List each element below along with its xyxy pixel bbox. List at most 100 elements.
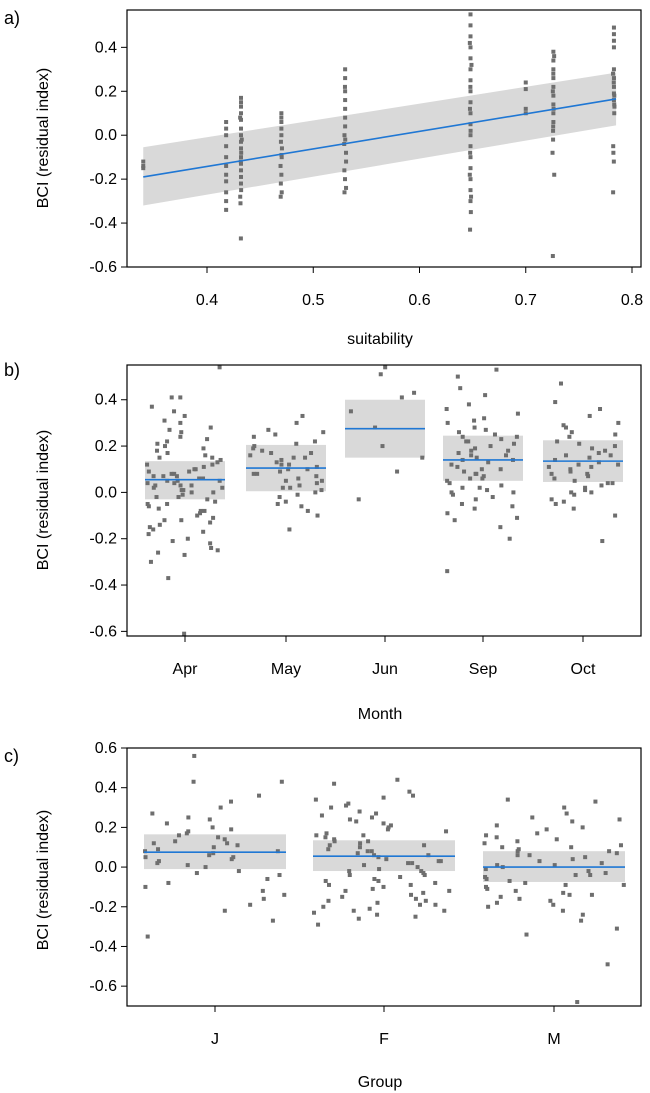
panel-c-data-point	[143, 884, 148, 889]
panel-a-data-point	[468, 210, 473, 215]
panel-a-data-point	[141, 166, 146, 171]
panel-b-data-point	[208, 541, 213, 546]
panel-a-data-point	[343, 137, 348, 142]
panel-b-y-tick-label: 0.2	[95, 438, 117, 455]
panel-b-data-point	[458, 386, 463, 391]
panel-a-data-point	[611, 71, 616, 76]
panel-c-data-point	[494, 835, 499, 840]
panel-a-data-point	[551, 124, 556, 129]
panel-c-data-point	[332, 839, 337, 844]
panel-a-data-point	[469, 194, 474, 199]
panel-a-data-point	[239, 139, 243, 144]
panel-c-data-point	[357, 809, 362, 814]
panel-c-data-point	[319, 813, 324, 818]
panel-c-data-point	[375, 900, 380, 905]
panel-c-data-point	[586, 869, 591, 874]
panel-c-data-point	[372, 853, 377, 858]
panel-c-x-axis-title: Group	[358, 1074, 403, 1091]
panel-a-data-point	[468, 89, 473, 94]
panel-b-data-point	[473, 446, 478, 451]
panel-b-data-point	[466, 439, 471, 444]
panel-a-data-point	[239, 100, 244, 105]
panel-c-data-point	[235, 843, 240, 848]
panel-c-data-point	[548, 898, 553, 903]
panel-b-data-point	[444, 407, 449, 412]
panel-a-data-point	[468, 45, 473, 50]
panel-c-data-point	[191, 779, 196, 784]
panel-a-data-point	[343, 67, 348, 72]
panel-b-data-point	[151, 474, 156, 479]
panel-a-data-point	[468, 199, 473, 204]
panel-b-data-point	[187, 469, 192, 474]
panel-a-data-point	[551, 128, 556, 133]
panel-a-data-point	[468, 111, 473, 116]
panel-c-data-point	[560, 908, 565, 913]
panel-c-data-point	[346, 801, 351, 806]
panel-b-data-point	[563, 425, 568, 430]
panel-c-data-point	[231, 855, 236, 860]
panel-c-data-point	[355, 851, 360, 856]
panel-a-data-point	[239, 95, 243, 100]
panel-c-data-point	[551, 902, 556, 907]
panel-c-data-point	[326, 898, 331, 903]
panel-a-data-point	[612, 104, 617, 109]
panel-b-data-point	[154, 495, 159, 500]
panel-a-x-tick-label: 0.8	[621, 292, 643, 309]
panel-c-data-point	[381, 821, 386, 826]
panel-b-data-point	[616, 420, 621, 425]
panel-b-data-point	[506, 448, 511, 453]
panel-c-data-point	[228, 799, 233, 804]
panel-b-data-point	[555, 439, 560, 444]
panel-c-data-point	[321, 904, 326, 909]
panel-b-data-point	[511, 441, 516, 446]
panel-b-data-point	[208, 425, 213, 430]
panel-b-data-point	[295, 492, 300, 497]
panel-b-data-point	[612, 444, 617, 449]
panel-b-data-point	[277, 495, 282, 500]
panel-c-data-point	[329, 805, 334, 810]
panel-b-data-point	[586, 474, 591, 479]
panel-a-data-point	[468, 122, 473, 127]
panel-b-data-point	[146, 504, 151, 509]
panel-c-data-point	[184, 831, 189, 836]
panel-a-x-axis-title: suitability	[347, 331, 413, 348]
panel-a-data-point	[239, 174, 243, 179]
panel-a-data-point	[468, 84, 473, 89]
panel-c-data-point	[358, 841, 363, 846]
panel-c-data-point	[515, 853, 520, 858]
panel-c-data-point	[275, 849, 280, 854]
panel-c-data-point	[411, 793, 416, 798]
panel-b-data-point	[613, 432, 618, 437]
panel-c-data-point	[579, 918, 584, 923]
panel-a-data-point	[278, 139, 283, 144]
panel-a-data-point	[343, 76, 348, 81]
panel-b-data-point	[572, 478, 577, 483]
panel-b-data-point	[162, 518, 167, 523]
panel-a-data-point	[468, 12, 473, 17]
panel-b-data-point	[490, 495, 495, 500]
panel-b-data-point	[321, 430, 326, 435]
panel-c-data-point	[422, 843, 427, 848]
panel-a-data-point	[611, 144, 616, 149]
panel-c-data-point	[605, 962, 610, 967]
panel-c-data-point	[570, 857, 575, 862]
panel-c-data-point	[327, 843, 332, 848]
panel-b-data-point	[220, 485, 225, 490]
panel-a-y-tick-label: 0.0	[95, 127, 117, 144]
panel-a-plot-frame	[126, 9, 642, 268]
panel-c-data-point	[485, 886, 490, 891]
panel-b-data-point	[279, 457, 284, 462]
panel-c-data-point	[369, 849, 374, 854]
panel-b-data-point	[558, 381, 563, 386]
panel-b-data-point	[151, 527, 156, 532]
panel-b-data-point	[266, 427, 271, 432]
panel-b-data-point	[608, 453, 613, 458]
panel-b-data-point	[477, 485, 482, 490]
panel-c-data-point	[340, 894, 345, 899]
panel-a-data-point	[551, 49, 556, 54]
panel-b-data-point	[492, 432, 497, 437]
panel-b-data-point	[455, 464, 460, 469]
panel-c-label: c)	[4, 746, 19, 766]
panel-b-data-point	[291, 455, 296, 460]
